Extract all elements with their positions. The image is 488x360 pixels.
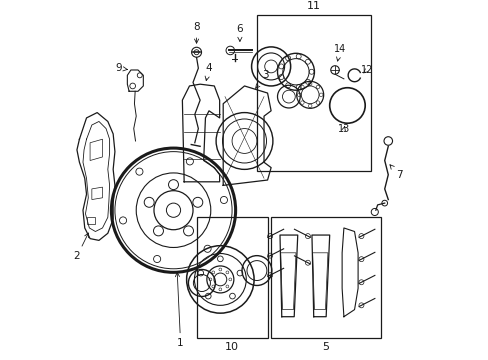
Text: 9: 9 — [115, 63, 127, 73]
Text: 1: 1 — [175, 273, 183, 348]
Text: 10: 10 — [224, 342, 239, 352]
Text: 8: 8 — [193, 22, 200, 43]
Text: 5: 5 — [322, 342, 329, 352]
Text: 4: 4 — [204, 63, 212, 81]
Text: 7: 7 — [389, 165, 402, 180]
Text: 6: 6 — [236, 24, 243, 41]
Text: 13: 13 — [337, 124, 349, 134]
Text: 12: 12 — [360, 65, 372, 75]
Text: 3: 3 — [255, 70, 268, 88]
Text: 11: 11 — [306, 1, 320, 11]
Text: 14: 14 — [333, 44, 346, 61]
Bar — [196, 217, 267, 338]
Text: 2: 2 — [74, 233, 88, 261]
Bar — [256, 15, 370, 171]
Bar — [270, 217, 380, 338]
